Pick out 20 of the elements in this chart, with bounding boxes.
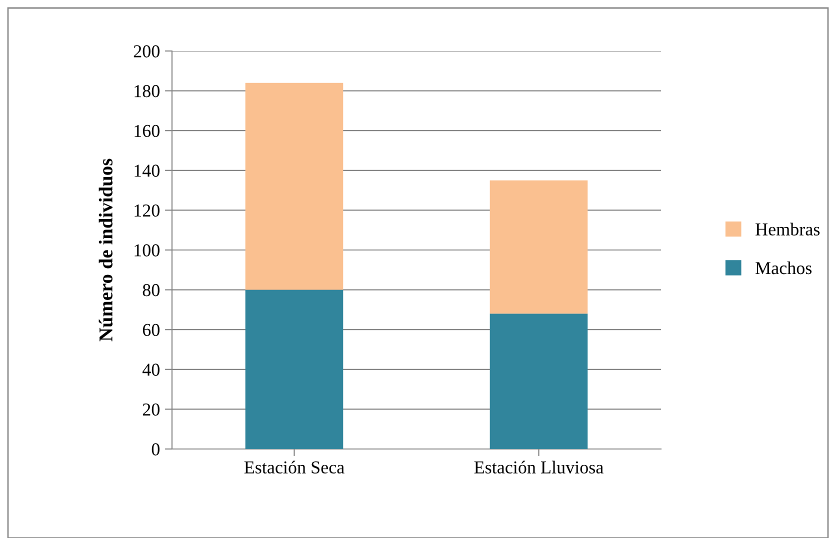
y-tick-label: 80: [142, 284, 160, 296]
bar: [490, 180, 588, 314]
x-tick-label: Estación Lluviosa: [474, 460, 604, 474]
legend-label: Machos: [756, 261, 812, 274]
y-tick-label: 100: [134, 244, 160, 256]
y-axis-title: Número de individuos: [98, 158, 113, 342]
bar: [490, 314, 588, 449]
y-tick-label: 20: [142, 403, 160, 416]
y-tick-label: 40: [142, 364, 160, 376]
y-tick-label: 160: [134, 124, 160, 138]
y-tick-label: 120: [134, 204, 160, 217]
legend-label: Hembras: [756, 222, 820, 236]
x-tick-label: Estación Seca: [244, 460, 344, 474]
y-tick-label: 180: [134, 85, 160, 98]
y-tick-label: 0: [152, 443, 160, 456]
bar: [245, 82, 344, 290]
y-tick-label: 140: [134, 164, 160, 177]
y-tick-label: 60: [142, 324, 160, 336]
y-tick-label: 200: [134, 45, 160, 58]
bar: [245, 290, 344, 449]
